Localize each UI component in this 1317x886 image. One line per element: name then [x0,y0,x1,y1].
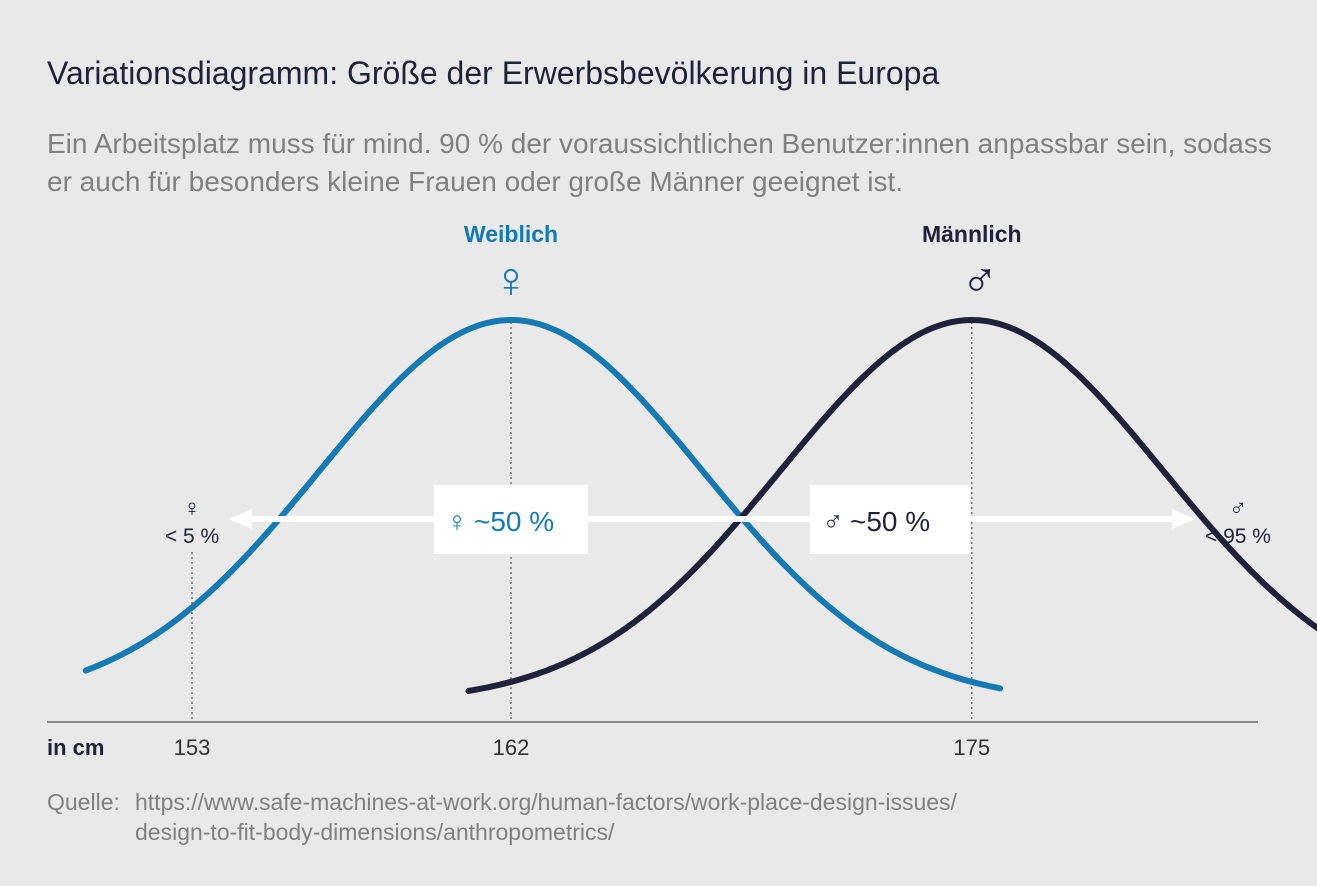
source-url-line1: https://www.safe-machines-at-work.org/hu… [135,789,957,815]
chart-title: Variationsdiagramm: Größe der Erwerbsbev… [47,55,940,91]
source-url-line2: design-to-fit-body-dimensions/anthropome… [135,819,615,845]
curve-weiblich [82,317,1004,692]
x-tick-label-153: 153 [174,735,211,760]
series-symbol-männlich: ♂ [961,252,999,308]
x-axis-label: in cm [47,735,104,760]
chart-subtitle: Ein Arbeitsplatz muss für mind. 90 % der… [47,128,1272,197]
source-label: Quelle: [47,789,120,815]
series-label-weiblich: Weiblich [464,221,558,247]
annotation-symbol-1: ♂ [1229,495,1247,522]
annotation-value-0: < 5 % [165,525,219,548]
series-label-männlich: Männlich [922,221,1022,247]
annotation-symbol-2: ♀ [447,506,468,537]
arrowhead-right [1172,509,1195,529]
source-url[interactable]: https://www.safe-machines-at-work.org/hu… [135,787,1185,847]
x-tick-label-175: 175 [953,735,990,760]
annotation-symbol-3: ♂ [823,506,844,537]
annotation-value-3: ~50 % [850,506,930,537]
annotation-value-1: < 95 % [1205,525,1271,548]
source-note: Quelle: https://www.safe-machines-at-work… [47,787,1185,847]
arrowhead-left [229,509,252,529]
curve-männlich [465,316,1317,694]
x-tick-label-162: 162 [493,735,530,760]
annotation-box-2 [434,485,588,554]
annotation-value-2: ~50 % [474,506,554,537]
annotation-symbol-0: ♀ [183,495,201,522]
annotation-box-3 [810,485,970,554]
series-symbol-weiblich: ♀ [492,252,530,308]
